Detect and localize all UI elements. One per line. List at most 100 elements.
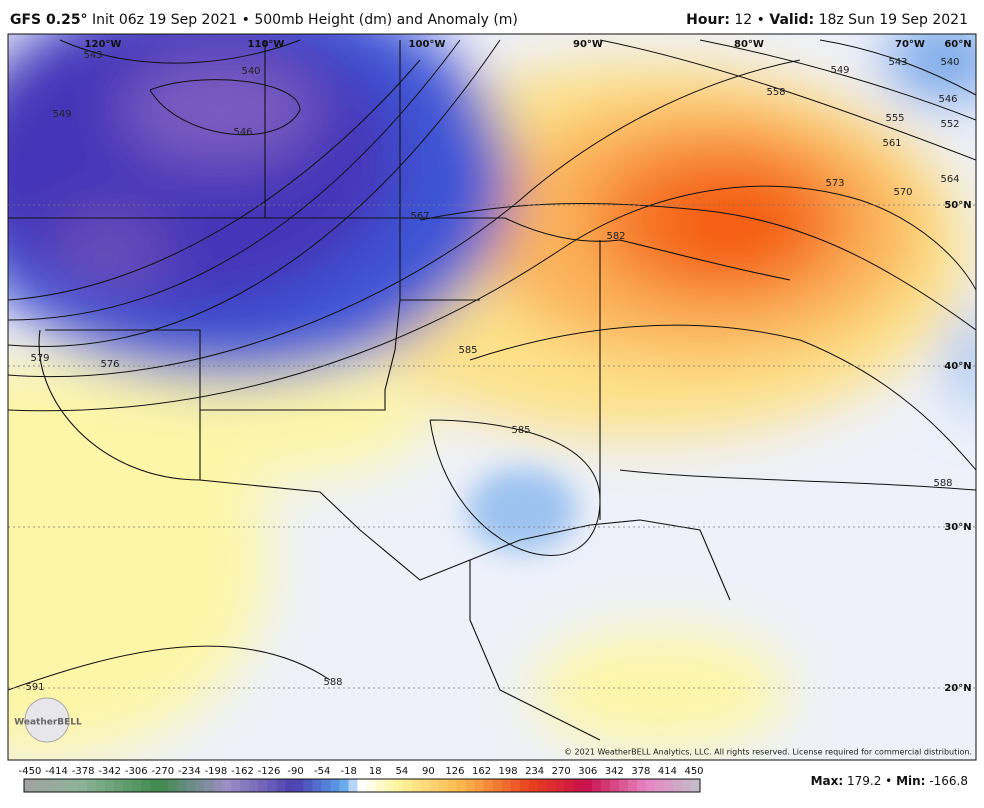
colorbar-tick-label: 198 — [499, 766, 518, 777]
contour-label: 549 — [830, 65, 849, 76]
contour-label: 561 — [882, 138, 901, 149]
colorbar-cell — [438, 779, 449, 792]
model: GFS 0.25° — [10, 12, 88, 28]
separator: • — [757, 12, 765, 28]
colorbar-cell — [321, 779, 331, 792]
colorbar-cell — [132, 779, 142, 792]
colorbar-cell — [339, 779, 349, 792]
colorbar-cell — [357, 779, 368, 792]
colorbar-tick-label: -450 — [19, 766, 42, 777]
max: 179.2 — [847, 774, 881, 788]
colorbar-tick-label: 234 — [525, 766, 544, 777]
colorbar-cell — [258, 779, 268, 792]
colorbar-cell — [429, 779, 440, 792]
colorbar-frame — [23, 778, 701, 793]
colorbar-cell — [168, 779, 178, 792]
graticule — [8, 204, 976, 689]
colorbar-cell — [33, 779, 43, 792]
colorbar-cell — [600, 779, 611, 792]
colorbar-cell — [681, 779, 692, 792]
colorbar-tick-label: 414 — [658, 766, 677, 777]
colorbar-cell — [60, 779, 70, 792]
contour-label: 585 — [511, 425, 530, 436]
colorbar-cell — [51, 779, 61, 792]
colorbar-cell — [636, 779, 647, 792]
colorbar-cell — [483, 779, 494, 792]
colorbar-cell — [240, 779, 250, 792]
colorbar-cell — [159, 779, 169, 792]
latitude-label: 50°N — [944, 200, 971, 211]
colorbar-cell — [537, 779, 548, 792]
contour-label: 585 — [458, 345, 477, 356]
valid-label: Valid: — [769, 12, 814, 28]
colorbar-cell — [510, 779, 521, 792]
longitude-label: 110°W — [248, 39, 285, 50]
description: Init 06z 19 Sep 2021 • 500mb Height (dm)… — [92, 12, 518, 28]
contour-label: 573 — [825, 178, 844, 189]
colorbar-tick-label: -162 — [231, 766, 254, 777]
colorbar-cell — [420, 779, 431, 792]
contour-label: 546 — [938, 94, 957, 105]
colorbar-cell — [96, 779, 106, 792]
colorbar-cell — [186, 779, 196, 792]
colorbar-tick-label: -198 — [205, 766, 228, 777]
colorbar-tick-label: -306 — [125, 766, 148, 777]
colorbar-cell — [492, 779, 503, 792]
longitude-label: 90°W — [573, 39, 603, 50]
colorbar-cell — [177, 779, 187, 792]
colorbar-cell — [114, 779, 124, 792]
colorbar-cell — [24, 779, 34, 792]
colorbar-cell — [690, 779, 701, 792]
latitude-label: 40°N — [944, 361, 971, 372]
colorbar-tick-label: 18 — [369, 766, 382, 777]
hour: 12 — [734, 12, 752, 28]
colorbar-tick-label: -378 — [72, 766, 95, 777]
colorbar-cell — [87, 779, 97, 792]
colorbar-cell — [456, 779, 467, 792]
colorbar-cell — [393, 779, 404, 792]
colorbar-cell — [348, 779, 358, 792]
colorbar-cell — [546, 779, 557, 792]
logo: WeatherBELL — [14, 718, 82, 728]
colorbar-cell — [195, 779, 205, 792]
colorbar-cell — [222, 779, 232, 792]
colorbar-cell — [573, 779, 584, 792]
contour-label: 579 — [30, 353, 49, 364]
contour-label: 576 — [100, 359, 119, 370]
longitude-label: 70°W — [895, 39, 925, 50]
contour-label: 555 — [885, 113, 904, 124]
longitude-label: 100°W — [409, 39, 446, 50]
colorbar-tick-label: 342 — [605, 766, 624, 777]
latitude-label: 60°N — [944, 39, 971, 50]
colorbar-cell — [591, 779, 602, 792]
colorbar-cell — [276, 779, 286, 792]
colorbar-cell — [267, 779, 277, 792]
colorbar-cell — [123, 779, 133, 792]
contour-label: 540 — [241, 66, 260, 77]
min: -166.8 — [929, 774, 968, 788]
colorbar-cell — [402, 779, 413, 792]
map-area — [8, 34, 976, 760]
longitude-label: 120°W — [85, 39, 122, 50]
contour-label: 588 — [323, 677, 342, 688]
colorbar-cell — [42, 779, 52, 792]
colorbar-tick-label: -54 — [314, 766, 330, 777]
map-frame — [7, 33, 977, 761]
colorbar-cell — [411, 779, 422, 792]
colorbar-cell — [627, 779, 638, 792]
footer-stats: Max: 179.2 • Min: -166.8 — [811, 774, 968, 788]
copyright: © 2021 WeatherBELL Analytics, LLC. All r… — [564, 748, 972, 757]
colorbar-cell — [303, 779, 313, 792]
colorbar-cell — [366, 779, 377, 792]
colorbar-tick-label: 450 — [684, 766, 703, 777]
colorbar-cell — [555, 779, 566, 792]
colorbar-cell — [384, 779, 395, 792]
colorbar-tick-label: 378 — [631, 766, 650, 777]
header-valid: Hour: 12 • Valid: 18z Sun 19 Sep 2021 — [686, 12, 968, 28]
colorbar-cell — [618, 779, 629, 792]
height-contours — [8, 39, 976, 691]
contour-label: 552 — [940, 119, 959, 130]
colorbar-cell — [645, 779, 656, 792]
contour-label: 543 — [83, 50, 102, 61]
